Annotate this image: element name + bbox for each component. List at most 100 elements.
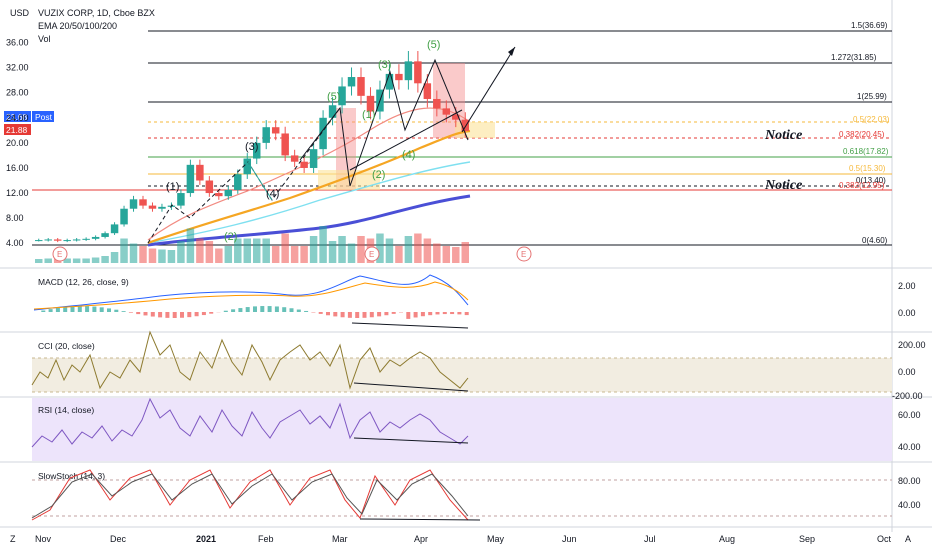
- macd-histogram-bar: [384, 312, 389, 316]
- macd-histogram-bar: [457, 312, 462, 315]
- volume-bar: [148, 248, 157, 263]
- macd-histogram-bar: [260, 306, 265, 312]
- post-tag: [32, 111, 54, 122]
- candle-body: [452, 114, 460, 120]
- candle-body: [243, 158, 251, 175]
- candle-body: [300, 161, 308, 168]
- stoch-k-line: [31, 469, 469, 521]
- macd-histogram-bar: [172, 312, 177, 318]
- volume-bar: [91, 257, 100, 263]
- macd-histogram-bar: [253, 306, 257, 312]
- stoch-title: SlowStoch (14, 3): [38, 471, 105, 481]
- macd-histogram-bar: [187, 312, 192, 318]
- macd-tick-1: 2.00: [898, 281, 916, 291]
- volume-bar: [404, 236, 413, 263]
- macd-histogram-bar: [201, 312, 206, 316]
- candle-body: [461, 119, 469, 131]
- volume-bar: [186, 228, 195, 263]
- macd-histogram-bar: [114, 309, 119, 312]
- candle-body: [129, 199, 138, 209]
- volume-bars: [35, 226, 469, 263]
- y-tick-label: 36.00: [6, 38, 29, 48]
- fib-label: 0.618(17.82): [843, 147, 889, 156]
- ema-label: EMA 20/50/100/200: [38, 21, 117, 31]
- macd-histogram-bar: [48, 309, 53, 312]
- candle-body: [215, 193, 223, 197]
- macd-histogram-bar: [347, 312, 352, 318]
- fib-label: 0.5(15.30): [849, 164, 886, 173]
- volume-bar: [167, 250, 176, 263]
- fib-label: 0.382(20.45): [839, 130, 885, 139]
- volume-bar: [452, 247, 460, 263]
- candle-body: [290, 155, 299, 162]
- rsi-line: [31, 397, 469, 448]
- candle-body: [110, 224, 119, 234]
- macd-histogram-bar: [63, 306, 68, 312]
- macd-histogram-bar: [304, 310, 309, 312]
- candle-body: [328, 105, 337, 118]
- notice-2: Notice: [764, 178, 802, 193]
- macd-signal-line: [33, 281, 469, 310]
- y-tick-label: 16.00: [6, 163, 29, 173]
- earnings-marker[interactable]: [516, 246, 532, 262]
- yellow-zone-2: [455, 122, 495, 138]
- macd-histogram-bar: [194, 312, 199, 317]
- x-tick-label: Apr: [414, 534, 428, 544]
- candle-body: [63, 240, 71, 242]
- volume-bar: [110, 252, 119, 263]
- earnings-marker-label: E: [57, 250, 62, 259]
- stoch-tick-1: 80.00: [898, 476, 921, 486]
- candles: [35, 51, 469, 243]
- wave-label: (2): [372, 169, 385, 181]
- macd-histogram-bar: [355, 312, 360, 318]
- vol-label: Vol: [38, 34, 51, 44]
- macd-histogram-bar: [209, 312, 214, 314]
- volume-bar: [300, 246, 308, 263]
- last-price-value: 23.68: [6, 112, 28, 122]
- cci-tick-3: -200.00: [892, 391, 923, 401]
- macd-tick-2: 0.00: [898, 308, 916, 318]
- macd-histogram-bar: [428, 312, 433, 316]
- macd-histogram-bar: [450, 312, 455, 315]
- macd-histogram-bar: [391, 312, 396, 314]
- candle-body: [271, 127, 280, 134]
- wave-label: (1): [166, 181, 179, 193]
- macd-histogram-bar: [413, 312, 418, 318]
- candle-body: [404, 61, 413, 81]
- fib-label: 1.5(36.69): [851, 21, 888, 30]
- wave-label: (3): [245, 141, 258, 153]
- rsi-title: RSI (14, close): [38, 405, 94, 415]
- volume-bar: [205, 241, 214, 263]
- volume-bar: [262, 238, 270, 263]
- wave-lines: [147, 46, 516, 244]
- macd-indicator: [33, 274, 469, 319]
- volume-bar: [319, 226, 327, 263]
- macd-histogram-bar: [435, 312, 440, 315]
- candle-body: [196, 164, 204, 181]
- ema-100-line: [147, 161, 471, 244]
- macd-histogram-bar: [180, 312, 184, 318]
- candle-body: [319, 117, 327, 150]
- rsi-tick-1: 60.00: [898, 410, 921, 420]
- candle-body: [91, 236, 100, 239]
- macd-histogram-bar: [333, 312, 338, 317]
- volume-bar: [395, 246, 403, 263]
- volume-bar: [129, 243, 138, 263]
- x-tick-label: Nov: [35, 534, 52, 544]
- earnings-marker-label: E: [521, 250, 526, 259]
- earnings-marker[interactable]: [52, 246, 68, 262]
- macd-histogram-bar: [420, 312, 425, 317]
- volume-bar: [290, 246, 299, 263]
- x-tick-label: Jun: [562, 534, 577, 544]
- cci-band: [32, 358, 892, 392]
- volume-bar: [423, 238, 432, 263]
- macd-histogram-bar: [362, 312, 367, 318]
- y-tick-label: 28.00: [6, 88, 29, 98]
- cci-tick-2: 0.00: [898, 367, 916, 377]
- earnings-marker[interactable]: [364, 246, 380, 262]
- volume-bar: [101, 256, 109, 263]
- stoch-d-line: [31, 473, 469, 519]
- macd-line: [33, 274, 469, 311]
- candle-body: [101, 233, 109, 237]
- macd-histogram-bar: [274, 306, 279, 312]
